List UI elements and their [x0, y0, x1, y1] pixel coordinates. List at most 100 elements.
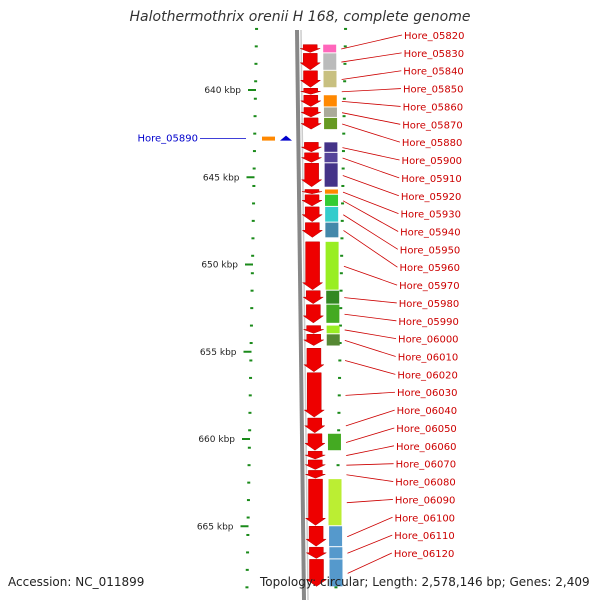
gene-arrow[interactable] [304, 433, 326, 451]
gene-label[interactable]: Hore_06030 [397, 388, 458, 399]
gene-labels[interactable]: Hore_05820 Hore_05830 Hore_05840 Hore_05850… [341, 31, 465, 574]
gene-label[interactable]: Hore_05870 [402, 120, 463, 131]
minor-tick [338, 376, 342, 379]
gene-arrow[interactable] [301, 194, 323, 207]
minor-tick [255, 27, 259, 30]
gene-leader [341, 52, 402, 63]
gene-arrow[interactable] [301, 142, 322, 153]
gene-label[interactable]: Hore_05970 [399, 281, 460, 292]
gene-leader [342, 191, 399, 214]
gene-arrow[interactable] [301, 152, 322, 163]
gene-leader [343, 230, 398, 268]
gene-arrow[interactable] [305, 546, 328, 559]
minor-tick [248, 394, 252, 397]
gene-label[interactable]: Hore_05990 [398, 317, 459, 328]
gene-arrow[interactable] [303, 348, 325, 372]
gene-arrow[interactable] [301, 206, 323, 222]
minor-tick [334, 586, 338, 589]
minor-tick [246, 499, 250, 502]
gene-label[interactable]: Hore_05880 [402, 138, 463, 149]
gene-arrow[interactable] [300, 107, 322, 118]
gene-label[interactable]: Hore_06040 [397, 406, 458, 417]
gene-label[interactable]: Hore_06110 [394, 531, 455, 542]
gene-label[interactable]: Hore_05960 [399, 263, 460, 274]
gene-label[interactable]: Hore_05980 [399, 299, 460, 310]
gene-label[interactable]: Hore_05840 [403, 67, 464, 78]
cog-track [323, 44, 343, 587]
minor-tick [247, 481, 251, 484]
gene-label[interactable]: Hore_06050 [396, 424, 457, 435]
scale-tick-label: 650 kbp [201, 261, 238, 271]
gene-arrow[interactable] [305, 450, 326, 460]
minor-tick [252, 184, 256, 187]
cog-block [323, 107, 337, 117]
gene-arrow[interactable] [300, 117, 323, 130]
gene-label[interactable]: Hore_06120 [394, 549, 455, 560]
selected-gene-group[interactable]: Hore_05890 [138, 134, 293, 145]
gene-arrow[interactable] [302, 334, 325, 346]
gene-label[interactable]: Hore_05820 [404, 31, 465, 42]
gene-arrow[interactable] [303, 372, 326, 418]
gene-arrow[interactable] [305, 559, 328, 587]
gene-label[interactable]: Hore_05930 [401, 210, 462, 221]
minor-tick [343, 80, 347, 83]
gene-label[interactable]: Hore_05950 [400, 245, 461, 256]
gene-leader [347, 552, 393, 574]
gene-label[interactable]: Hore_06060 [396, 442, 457, 453]
cog-block [324, 152, 338, 163]
gene-arrow[interactable] [303, 325, 324, 334]
gene-label[interactable]: Hore_06100 [395, 513, 456, 524]
gene-arrow[interactable] [300, 163, 323, 188]
gene-label[interactable]: Hore_06090 [395, 495, 456, 506]
gene-leader [344, 329, 397, 340]
gene-label[interactable]: Hore_05900 [402, 156, 463, 167]
gene-arrow[interactable] [302, 290, 325, 304]
gene-label[interactable]: Hore_06020 [397, 370, 458, 381]
gene-arrow[interactable] [300, 44, 321, 53]
cog-block [324, 142, 338, 152]
gene-arrow[interactable] [299, 53, 322, 71]
cog-block [323, 70, 337, 88]
gene-arrow[interactable] [305, 526, 327, 547]
gene-label[interactable]: Hore_05910 [401, 174, 462, 185]
scale-tick-label: 640 kbp [204, 86, 241, 96]
minor-tick [340, 237, 344, 240]
gene-label[interactable]: Hore_05920 [401, 192, 462, 203]
gene-track[interactable] [299, 44, 328, 587]
gene-arrow[interactable] [301, 241, 324, 290]
gene-label[interactable]: Hore_05860 [403, 102, 464, 113]
gene-label[interactable]: Hore_06080 [395, 478, 456, 489]
gene-label[interactable]: Hore_05940 [400, 227, 461, 238]
minor-tick [342, 97, 346, 100]
gene-arrow[interactable] [305, 470, 326, 479]
minor-tick [247, 464, 251, 467]
gene-label[interactable]: Hore_05850 [403, 85, 464, 96]
gene-label[interactable]: Hore_06010 [398, 353, 459, 364]
minor-tick [252, 202, 256, 205]
gene-label[interactable]: Hore_06070 [396, 460, 457, 471]
minor-tick [252, 167, 256, 170]
accession-text: Accession: NC_011899 [8, 575, 145, 589]
gene-label[interactable]: Hore_05830 [404, 49, 465, 60]
gene-label[interactable]: Hore_06000 [398, 335, 459, 346]
gene-leader [344, 297, 397, 304]
cog-block [326, 304, 340, 323]
cog-block [329, 547, 343, 559]
minor-tick [342, 115, 346, 118]
gene-arrow[interactable] [302, 304, 325, 324]
selected-gene-label[interactable]: Hore_05890 [138, 134, 199, 145]
gene-arrow[interactable] [305, 459, 326, 470]
gene-arrow[interactable] [299, 94, 322, 107]
gene-arrow[interactable] [300, 88, 321, 95]
cog-block [326, 334, 340, 346]
gene-arrow[interactable] [301, 189, 323, 194]
cog-block [326, 290, 340, 304]
selected-gene-marker [280, 135, 292, 141]
gene-arrow[interactable] [301, 222, 324, 238]
selected-gene-cog [262, 136, 275, 141]
cog-block [325, 241, 339, 290]
gene-arrow[interactable] [304, 478, 327, 526]
gene-arrow[interactable] [303, 417, 326, 434]
gene-arrow[interactable] [299, 70, 322, 88]
